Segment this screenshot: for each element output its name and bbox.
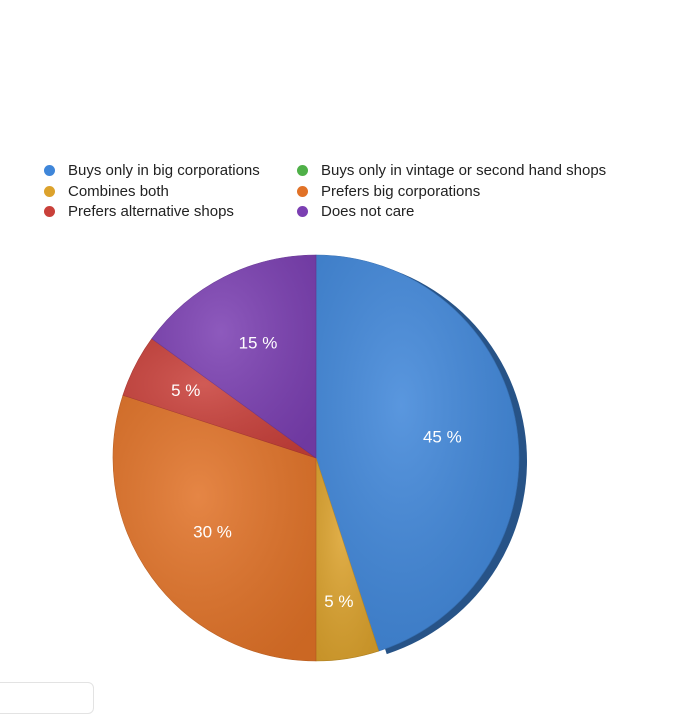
- pie-slice-sheen: [151, 255, 316, 458]
- legend-item-prefers-big-corporations: Prefers big corporations: [297, 182, 637, 202]
- pie-value-label: 15 %: [239, 334, 278, 353]
- legend-swatch: [44, 206, 55, 218]
- legend-label: Buys only in vintage or second hand shop…: [321, 162, 607, 180]
- pie-slice-sheen: [112, 395, 316, 661]
- legend-item-buys-only-big-corporations: Buys only in big corporations: [44, 161, 297, 181]
- chart-legend: Buys only in big corporations Buys only …: [44, 161, 637, 222]
- legend-swatch: [297, 206, 308, 218]
- legend-label: Buys only in big corporations: [68, 162, 260, 180]
- pie-value-label: 5 %: [171, 381, 200, 400]
- pie-value-label: 30 %: [193, 523, 232, 542]
- pie-slice-sheen: [122, 338, 317, 458]
- pie-slices: [112, 254, 527, 662]
- legend-item-does-not-care: Does not care: [297, 202, 637, 222]
- legend-swatch: [44, 165, 55, 177]
- legend-swatch: [297, 165, 308, 177]
- legend-swatch: [297, 185, 308, 197]
- pie-slice-sheen: [316, 458, 379, 661]
- corner-panel: [0, 682, 94, 714]
- pie-value-label: 45 %: [423, 427, 462, 446]
- pie-chart: 45 % 5 % 30 % 5 % 15 %: [112, 254, 527, 662]
- legend-swatch: [44, 185, 55, 197]
- pie-slice-sheen: [316, 255, 519, 652]
- legend-label: Prefers alternative shops: [68, 203, 234, 221]
- legend-label: Prefers big corporations: [321, 182, 481, 200]
- legend-item-buys-only-vintage: Buys only in vintage or second hand shop…: [297, 161, 637, 181]
- pie-value-labels: 45 % 5 % 30 % 5 % 15 %: [171, 334, 462, 611]
- pie-value-label: 5 %: [324, 592, 353, 611]
- legend-label: Combines both: [68, 182, 169, 200]
- legend-label: Does not care: [321, 203, 415, 221]
- legend-item-prefers-alternative-shops: Prefers alternative shops: [44, 202, 297, 222]
- legend-item-combines-both: Combines both: [44, 182, 297, 202]
